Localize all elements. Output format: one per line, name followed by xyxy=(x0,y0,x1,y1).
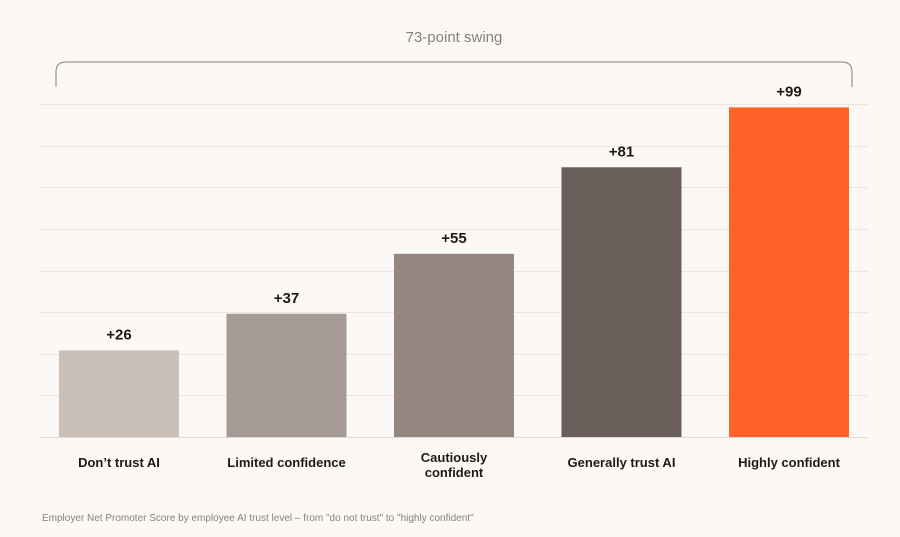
category-label-2: Limited confidence xyxy=(227,455,345,470)
value-labels: +26 +37 +55 +81 +99 xyxy=(106,83,801,343)
bar-5 xyxy=(729,107,849,437)
value-label-4: +81 xyxy=(609,143,634,160)
category-label-4: Generally trust AI xyxy=(568,455,676,470)
swing-bracket xyxy=(55,61,853,87)
swing-annotation: 73-point swing xyxy=(55,29,853,87)
bar-3 xyxy=(394,253,514,437)
value-label-1: +26 xyxy=(106,326,131,343)
category-labels: Don’t trust AI Limited confidence Cautious… xyxy=(78,450,841,480)
value-label-5: +99 xyxy=(776,83,801,100)
bar-2 xyxy=(226,313,347,437)
bars xyxy=(59,107,849,437)
bar-1 xyxy=(59,350,179,437)
category-label-3: Cautiously confident xyxy=(421,450,488,480)
value-label-3: +55 xyxy=(441,230,466,247)
chart-caption: Employer Net Promoter Score by employee … xyxy=(42,513,474,524)
category-label-1: Don’t trust AI xyxy=(78,455,160,470)
category-label-5: Highly confident xyxy=(738,455,841,470)
swing-annotation-label: 73-point swing xyxy=(406,29,503,46)
bar-4 xyxy=(561,167,682,437)
value-label-2: +37 xyxy=(274,290,299,307)
